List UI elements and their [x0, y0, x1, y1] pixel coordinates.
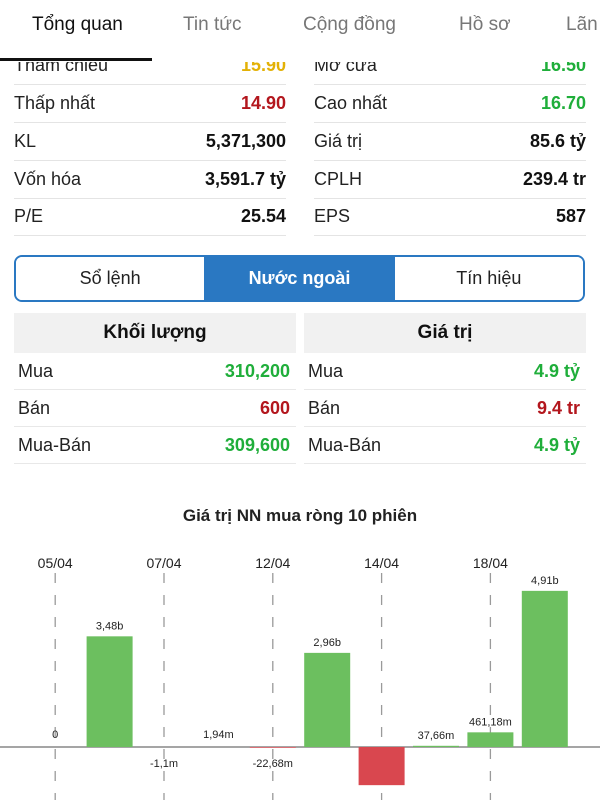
table-row: Bán 600: [14, 390, 296, 427]
bar: [304, 652, 351, 747]
stat-label: CPLH: [314, 169, 363, 189]
row-value: 9.4 tr: [536, 398, 580, 418]
row-value: 309,600: [224, 435, 290, 455]
bar-value-label: 461,18m: [469, 716, 512, 728]
tab-community[interactable]: Cộng đồng: [303, 14, 396, 35]
row-label: Mua-Bán: [308, 435, 382, 455]
tab-more[interactable]: Lãn: [566, 14, 598, 35]
row-value: 4.9 tỷ: [533, 361, 580, 381]
stat-value: 25.54: [240, 206, 286, 226]
bar-value-label: 0: [52, 729, 58, 741]
stat-row: CPLH 239.4 tr: [314, 162, 586, 199]
row-value: 310,200: [224, 361, 290, 381]
row-label: Mua-Bán: [18, 435, 92, 455]
table-row: Bán 9.4 tr: [304, 390, 586, 427]
stat-value: 239.4 tr: [522, 169, 586, 189]
table-header: Khối lượng: [14, 313, 296, 353]
date-tick-label: 05/04: [38, 555, 73, 571]
stat-label: Thấp nhất: [14, 93, 96, 113]
segmented-control: Sổ lệnh Nước ngoài Tín hiệu: [14, 255, 585, 302]
chart-title: Giá trị NN mua ròng 10 phiên: [182, 506, 418, 525]
bar: [413, 745, 459, 747]
foreign-value-table: Giá trị Mua 4.9 tỷ Bán 9.4 tr Mua-Bán 4.…: [304, 313, 586, 464]
stat-row: Vốn hóa 3,591.7 tỷ: [14, 162, 286, 199]
tab-overview[interactable]: Tổng quan: [32, 14, 123, 35]
stat-row: P/E 25.54: [14, 199, 286, 236]
bar-value-label: -22,68m: [253, 758, 293, 770]
date-tick-label: 14/04: [364, 555, 399, 571]
bar: [521, 590, 568, 747]
row-label: Mua: [18, 361, 54, 381]
stat-value: 587: [555, 206, 586, 226]
stat-value: 16.70: [540, 93, 586, 113]
stat-value: 5,371,300: [205, 131, 286, 151]
table-row: Mua-Bán 309,600: [14, 427, 296, 464]
active-tab-indicator: [0, 58, 152, 61]
stat-label: P/E: [14, 206, 44, 226]
stat-row: Cao nhất 16.70: [314, 86, 586, 123]
bar-value-label: 3,48b: [96, 620, 124, 632]
foreign-volume-table: Khối lượng Mua 310,200 Bán 600 Mua-Bán 3…: [14, 313, 296, 464]
bar: [249, 747, 296, 748]
bar: [467, 732, 514, 747]
segment-foreign[interactable]: Nước ngoài: [204, 257, 394, 300]
bar-value-label: 37,66m: [418, 730, 455, 742]
stat-label: EPS: [314, 206, 351, 226]
row-label: Bán: [308, 398, 341, 418]
table-row: Mua-Bán 4.9 tỷ: [304, 427, 586, 464]
stat-row: KL 5,371,300: [14, 124, 286, 161]
bar-value-label: -1,1m: [150, 758, 178, 770]
tab-news[interactable]: Tin tức: [183, 14, 242, 35]
table-header: Giá trị: [304, 313, 586, 353]
stat-value: 85.6 tỷ: [529, 131, 586, 151]
stat-row: Thấp nhất 14.90: [14, 86, 286, 123]
stat-value: 3,591.7 tỷ: [204, 169, 286, 189]
bar: [358, 747, 405, 786]
table-row: Mua 310,200: [14, 353, 296, 390]
date-tick-label: 12/04: [255, 555, 290, 571]
row-label: Bán: [18, 398, 51, 418]
stat-row: EPS 587: [314, 199, 586, 236]
bar-value-label: 1,94m: [203, 729, 234, 741]
stat-value: 14.90: [240, 93, 286, 113]
row-label: Mua: [308, 361, 344, 381]
top-tab-bar: Tổng quan Tin tức Cộng đồng Hồ sơ Lãn: [0, 0, 600, 62]
stat-label: Giá trị: [314, 131, 363, 151]
row-value: 600: [259, 398, 290, 418]
stat-label: Vốn hóa: [14, 169, 82, 189]
date-tick-label: 07/04: [146, 555, 181, 571]
table-row: Mua 4.9 tỷ: [304, 353, 586, 390]
bar-value-label: 4,91b: [531, 575, 559, 587]
stat-label: KL: [14, 131, 37, 151]
tab-profile[interactable]: Hồ sơ: [459, 14, 511, 35]
segment-signals[interactable]: Tín hiệu: [393, 257, 583, 300]
date-tick-label: 18/04: [473, 555, 508, 571]
stat-row: Giá trị 85.6 tỷ: [314, 124, 586, 161]
bar: [86, 636, 133, 747]
bar-value-label: 2,96b: [313, 637, 341, 649]
row-value: 4.9 tỷ: [533, 435, 580, 455]
stat-label: Cao nhất: [314, 93, 388, 113]
net-foreign-buy-chart: 05/04 07/04 12/04 14/04 18/04 0 3,48b -1,1m 1,94…: [0, 555, 600, 800]
segment-order-book[interactable]: Sổ lệnh: [16, 257, 205, 300]
